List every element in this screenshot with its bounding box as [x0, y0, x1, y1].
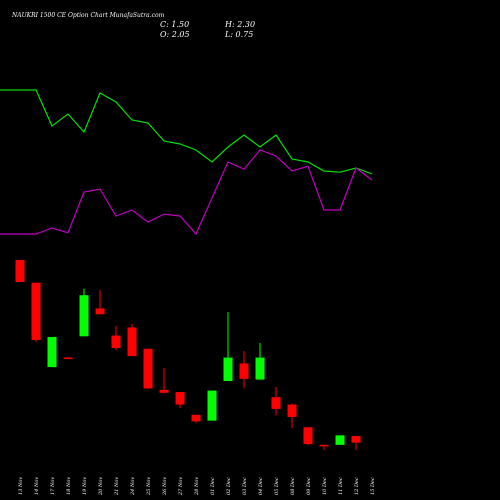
candle-18	[287, 403, 297, 428]
candle-body	[223, 357, 233, 382]
open-label: O: 2.05	[160, 30, 190, 39]
x-tick-label: 28 Nov	[194, 477, 200, 496]
candle-body	[159, 389, 169, 393]
x-tick-label: 18 Nov	[66, 477, 72, 495]
candle-body	[127, 327, 137, 357]
candle-body	[287, 404, 297, 417]
candle-12	[191, 414, 201, 423]
x-tick-label: 11 Dec	[338, 477, 344, 495]
candle-body	[303, 427, 313, 445]
candle-3	[47, 337, 57, 368]
candle-2	[31, 282, 41, 343]
candle-body	[47, 337, 57, 368]
series-line-2	[0, 149, 373, 236]
candle-8	[127, 323, 137, 357]
candle-body	[63, 357, 73, 360]
series-line-1	[0, 89, 373, 175]
candle-body	[143, 348, 153, 389]
candle-body	[351, 436, 361, 443]
close-label: C: 1.50	[160, 20, 189, 29]
candle-9	[143, 348, 153, 390]
x-tick-label: 13 Nov	[18, 477, 24, 495]
x-tick-label: 10 Dec	[322, 477, 328, 495]
candle-20	[319, 444, 329, 450]
x-tick-label: 04 Dec	[258, 477, 264, 495]
x-tick-label: 03 Dec	[242, 477, 248, 495]
candle-body	[271, 397, 281, 409]
x-tick-label: 02 Dec	[226, 477, 232, 495]
x-tick-label: 05 Dec	[274, 477, 280, 495]
indicator-lines	[0, 89, 373, 236]
x-tick-label: 14 Nov	[34, 477, 40, 495]
candle-7	[111, 326, 121, 351]
candle-body	[207, 390, 217, 421]
candle-body	[239, 363, 249, 379]
candle-body	[15, 260, 25, 283]
candle-11	[175, 392, 185, 409]
x-tick-label: 24 Nov	[130, 477, 136, 496]
candle-17	[271, 386, 281, 416]
candle-body	[335, 435, 345, 445]
high-label: H: 2.30	[224, 20, 255, 29]
x-axis-tick-labels: 13 Nov 14 Nov 17 Nov 18 Nov 19 Nov 20 Nov 21 N…	[18, 477, 376, 496]
candle-6	[95, 290, 105, 315]
candle-body	[79, 295, 89, 337]
x-tick-label: 21 Nov	[114, 477, 120, 496]
candle-body	[111, 335, 121, 349]
x-tick-label: 09 Dec	[306, 477, 312, 495]
candle-13	[207, 390, 217, 421]
candle-1	[15, 260, 25, 283]
candle-16	[255, 342, 265, 380]
candle-10	[159, 367, 169, 394]
candle-22	[351, 436, 361, 450]
x-tick-label: 17 Nov	[50, 477, 56, 495]
candle-19	[303, 427, 313, 445]
x-tick-label: 19 Nov	[82, 477, 88, 495]
candle-14	[223, 312, 233, 382]
candle-body	[95, 308, 105, 315]
candle-body	[175, 392, 185, 405]
x-tick-label: 25 Nov	[146, 477, 152, 496]
x-tick-label: 27 Nov	[178, 477, 184, 496]
x-tick-label: 15 Dec	[370, 477, 376, 495]
candle-body	[319, 444, 329, 447]
candle-body	[191, 414, 201, 422]
candle-body	[255, 357, 265, 380]
x-tick-label: 20 Nov	[98, 477, 104, 496]
candle-4	[63, 356, 73, 360]
candle-21	[335, 435, 345, 445]
chart-title: NAUKRI 1500 CE Option Chart MunafaSutra.…	[11, 12, 165, 19]
x-tick-label: 12 Dec	[354, 477, 360, 495]
x-tick-label: 01 Dec	[210, 477, 216, 495]
x-tick-label: 26 Nov	[162, 477, 168, 496]
low-label: L: 0.75	[224, 30, 253, 39]
candle-15	[239, 350, 249, 389]
candle-body	[31, 282, 41, 340]
x-tick-label: 08 Dec	[290, 477, 296, 495]
candles	[15, 260, 361, 450]
candle-5	[79, 288, 89, 337]
